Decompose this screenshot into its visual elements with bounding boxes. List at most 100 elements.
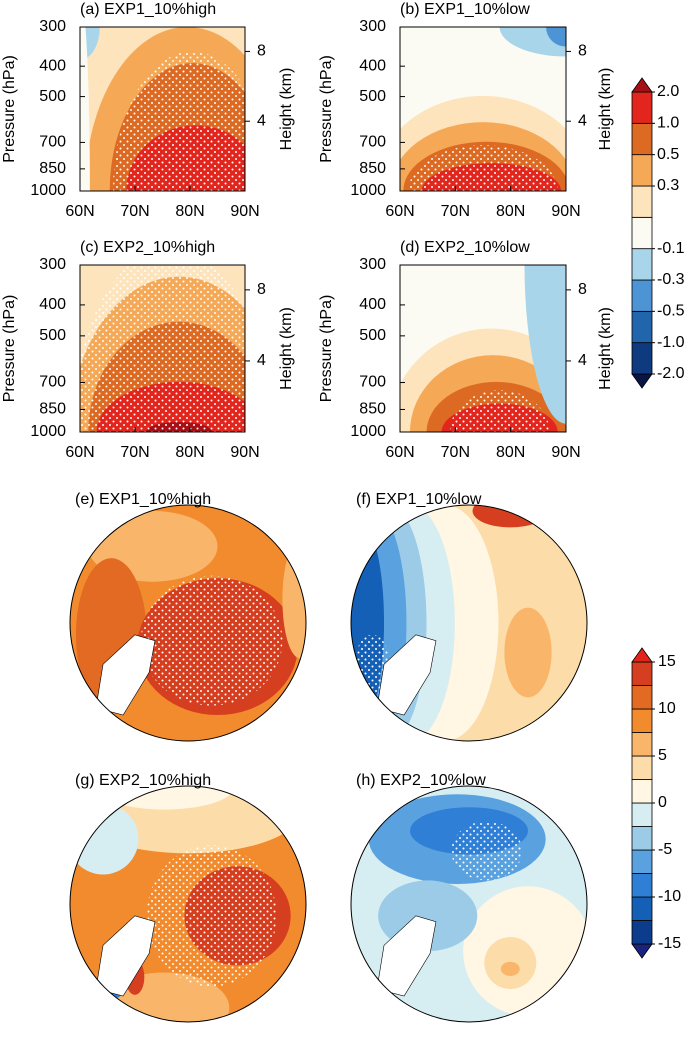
colorbar-box — [631, 896, 653, 921]
panel-title: (b) EXP1_10%low — [400, 1, 530, 18]
colorbar-box — [631, 248, 653, 281]
significance-stipple — [140, 575, 283, 706]
colorbar-box — [631, 661, 653, 686]
x-tick-label: 60N — [385, 444, 414, 461]
plot-frame — [399, 26, 567, 192]
colorbar-box — [631, 802, 653, 827]
map-frame — [350, 504, 588, 742]
y-tick-label: 1000 — [30, 182, 66, 199]
y-tick-label: 700 — [359, 374, 386, 391]
panel-title: (g) EXP2_10%high — [75, 772, 211, 789]
y-axis-label: Pressure (hPa) — [1, 55, 18, 163]
plot-frame — [79, 264, 246, 433]
colorbar-box — [631, 849, 653, 874]
significance-stipple — [451, 821, 523, 881]
y2-tick-label: 8 — [578, 43, 587, 60]
map-frame — [69, 504, 307, 742]
y-tick-label: 700 — [359, 134, 386, 151]
significance-stipple — [113, 51, 245, 191]
colorbar-box — [631, 342, 653, 375]
contour-band — [500, 961, 520, 976]
colorbar-triangle — [631, 77, 653, 93]
y-tick-label: 300 — [359, 256, 386, 273]
y-tick-label: 500 — [39, 88, 66, 105]
colorbar-box — [631, 779, 653, 804]
y2-tick-label: 4 — [257, 352, 266, 369]
colorbar-box — [631, 732, 653, 757]
colorbar-label: -0.1 — [657, 240, 685, 257]
plot-area — [80, 27, 245, 191]
y-tick-label: 300 — [39, 18, 66, 35]
map-frame — [350, 785, 588, 1023]
y-tick-label: 1000 — [30, 423, 66, 440]
colorbar-label: -2.0 — [657, 365, 685, 382]
y-tick-label: 400 — [359, 296, 386, 313]
colorbar-label: 2.0 — [657, 83, 679, 100]
colorbar-box — [631, 216, 653, 250]
y2-axis-label: Height (km) — [597, 68, 614, 151]
y-tick-label: 700 — [39, 374, 66, 391]
significance-stipple — [408, 145, 558, 191]
colorbar-label: 15 — [658, 653, 676, 670]
significance-stipple — [146, 845, 277, 987]
x-tick-label: 80N — [496, 444, 525, 461]
x-tick-label: 90N — [551, 444, 580, 461]
colorbar-box — [631, 310, 653, 344]
colorbar-box — [631, 826, 653, 851]
y-tick-label: 500 — [39, 327, 66, 344]
plot-frame — [79, 26, 246, 192]
y2-tick-label: 8 — [257, 281, 266, 298]
y-tick-label: 850 — [39, 160, 66, 177]
colorbar-triangle — [631, 943, 653, 959]
significance-stipple — [80, 265, 245, 432]
x-tick-label: 70N — [441, 203, 470, 220]
plot-area — [400, 27, 566, 191]
x-tick-label: 60N — [385, 203, 414, 220]
y2-tick-label: 4 — [578, 352, 587, 369]
x-tick-label: 60N — [65, 203, 94, 220]
panel-title: (a) EXP1_10%high — [80, 1, 216, 18]
y2-tick-label: 8 — [578, 281, 587, 298]
y-tick-label: 500 — [359, 327, 386, 344]
panel-title: (f) EXP1_10%low — [356, 491, 482, 508]
x-tick-label: 90N — [230, 444, 259, 461]
y-tick-label: 1000 — [350, 423, 386, 440]
contour-band — [504, 607, 552, 698]
x-tick-label: 60N — [65, 444, 94, 461]
y-axis-label: Pressure (hPa) — [1, 295, 18, 403]
map-area — [351, 786, 587, 1022]
colorbar-box — [631, 122, 653, 156]
colorbar-box — [631, 185, 653, 218]
colorbar-box — [631, 708, 653, 733]
y2-tick-label: 4 — [578, 112, 587, 129]
x-tick-label: 70N — [120, 203, 149, 220]
y-tick-label: 400 — [359, 57, 386, 74]
map-frame — [69, 785, 307, 1023]
y2-axis-label: Height (km) — [597, 307, 614, 390]
colorbar-label: 0.3 — [657, 177, 679, 194]
y2-tick-label: 8 — [257, 43, 266, 60]
colorbar-label: 0 — [658, 794, 667, 811]
plot-area — [80, 265, 245, 432]
significance-stipple — [449, 390, 550, 432]
x-tick-label: 70N — [441, 444, 470, 461]
colorbar-box — [631, 755, 653, 780]
panel-title: (e) EXP1_10%high — [75, 491, 211, 508]
y-tick-label: 500 — [359, 88, 386, 105]
y-tick-label: 400 — [39, 296, 66, 313]
x-tick-label: 70N — [120, 444, 149, 461]
colorbar-box — [631, 279, 653, 312]
contour-band — [524, 265, 566, 424]
y-tick-label: 850 — [359, 160, 386, 177]
contour-band — [351, 522, 385, 724]
y-tick-label: 850 — [359, 401, 386, 418]
colorbar-box — [631, 873, 653, 898]
colorbar-box — [631, 920, 653, 945]
colorbar-label: 1.0 — [657, 115, 679, 132]
y2-tick-label: 4 — [257, 112, 266, 129]
panel-title: (c) EXP2_10%high — [80, 239, 215, 256]
colorbar-box — [631, 91, 653, 124]
colorbar-label: -5 — [658, 841, 672, 858]
contour-band — [546, 27, 566, 47]
